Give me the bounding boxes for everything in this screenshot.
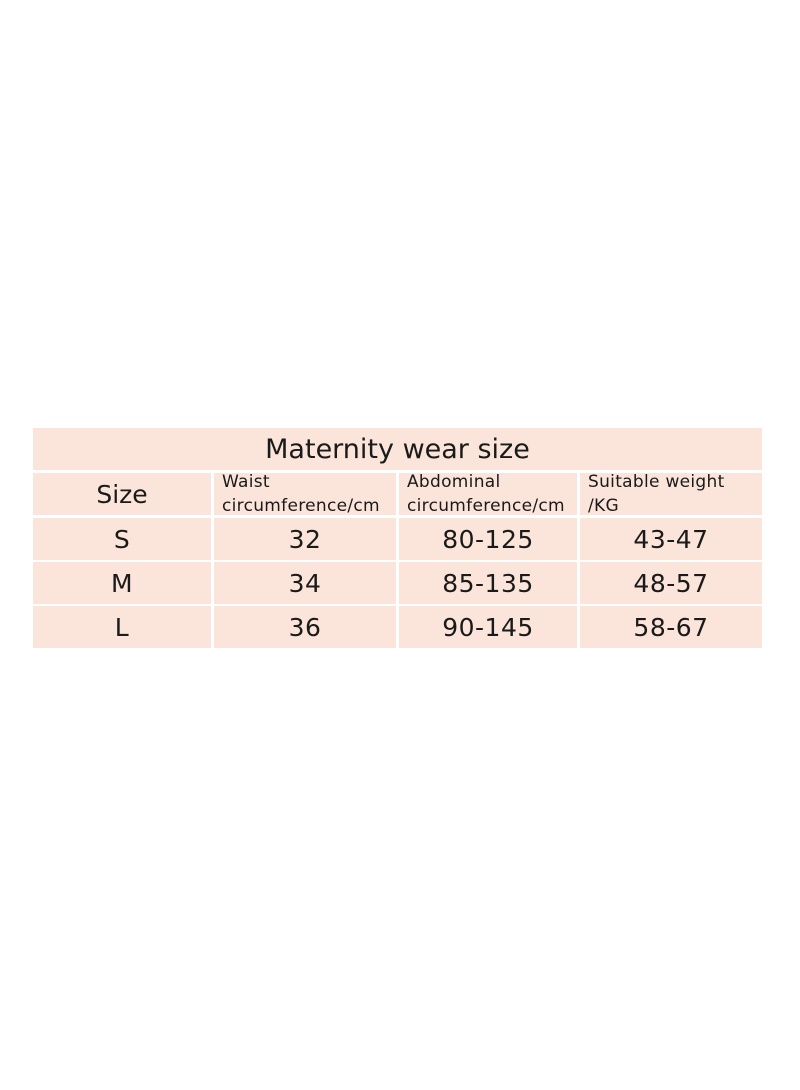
table-cell-weight: 58-67: [580, 606, 762, 648]
table-cell-abdominal: 80-125: [399, 518, 577, 560]
header-abdominal-line1: Abdominal: [407, 472, 501, 492]
header-waist-line2: circumference/cm: [222, 496, 380, 516]
size-chart-table: Maternity wear size Size Waist circumfer…: [33, 428, 762, 648]
table-cell-weight: 43-47: [580, 518, 762, 560]
header-weight: Suitable weight /KG: [580, 472, 762, 516]
table-cell-size: M: [33, 562, 211, 604]
table-cell-waist: 36: [214, 606, 396, 648]
table-cell-weight: 48-57: [580, 562, 762, 604]
header-waist: Waist circumference/cm: [214, 472, 396, 516]
header-weight-line2: /KG: [588, 496, 619, 516]
table-title: Maternity wear size: [33, 428, 762, 470]
header-size: Size: [33, 473, 211, 515]
table-cell-abdominal: 85-135: [399, 562, 577, 604]
table-cell-waist: 32: [214, 518, 396, 560]
header-abdominal-line2: circumference/cm: [407, 496, 565, 516]
table-cell-waist: 34: [214, 562, 396, 604]
table-cell-size: S: [33, 518, 211, 560]
table-cell-size: L: [33, 606, 211, 648]
header-abdominal: Abdominal circumference/cm: [399, 472, 577, 516]
header-weight-line1: Suitable weight: [588, 472, 725, 492]
header-waist-line1: Waist: [222, 472, 270, 492]
table-cell-abdominal: 90-145: [399, 606, 577, 648]
